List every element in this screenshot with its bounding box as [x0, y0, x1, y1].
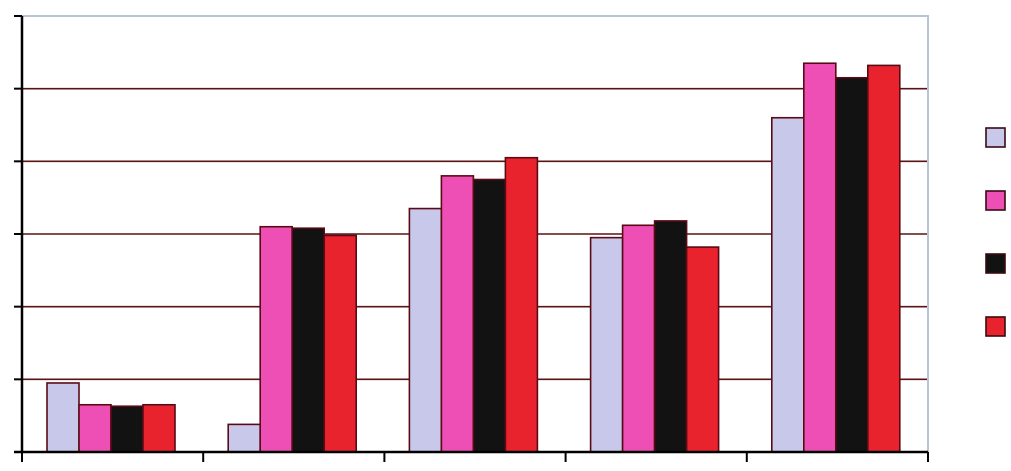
bar [291, 227, 326, 453]
bar [110, 405, 144, 453]
bar [866, 64, 901, 453]
bar [142, 403, 176, 453]
legend-swatch [985, 127, 1006, 148]
legend [985, 127, 1006, 337]
legend-swatch [985, 316, 1006, 337]
bar [685, 246, 720, 453]
bar [259, 225, 294, 453]
bar [770, 116, 805, 453]
bar [227, 423, 261, 453]
bar [408, 207, 443, 453]
bar [653, 220, 688, 453]
bar [504, 156, 539, 453]
bar [834, 76, 869, 453]
bar [472, 178, 507, 453]
bars [46, 62, 901, 453]
bar [78, 403, 112, 453]
legend-swatch [985, 190, 1006, 211]
bar [589, 236, 624, 453]
axes [14, 15, 929, 462]
bar [323, 234, 358, 453]
bar [46, 382, 80, 453]
bar [802, 62, 837, 453]
bar [621, 224, 656, 453]
legend-swatch [985, 253, 1006, 274]
bar [440, 175, 475, 453]
